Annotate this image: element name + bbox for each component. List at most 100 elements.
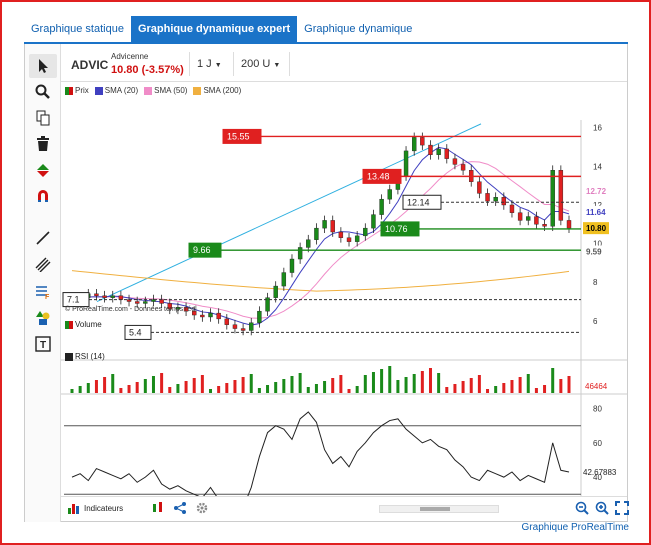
volume-bar xyxy=(94,380,98,393)
units-dropdown[interactable]: 200 U ▼ xyxy=(241,58,280,70)
header-divider xyxy=(189,52,190,76)
tab-dynamic-chart[interactable]: Graphique dynamique xyxy=(304,23,413,35)
copy-icon[interactable] xyxy=(29,106,57,130)
bearish-candle xyxy=(167,303,172,310)
bullish-candle xyxy=(257,310,262,323)
rsi-tick-label: 40 xyxy=(593,473,602,482)
tab-expert-dynamic-chart[interactable]: Graphique dynamique expert xyxy=(130,16,298,42)
scrollbar-thumb[interactable] xyxy=(420,507,450,511)
bearish-candle xyxy=(346,237,352,242)
zoom-out-icon[interactable] xyxy=(575,501,589,515)
price-tag-box xyxy=(583,185,609,198)
interval-dropdown[interactable]: 1 J ▼ xyxy=(197,58,222,70)
bearish-candle xyxy=(183,307,189,312)
volume-legend[interactable]: Volume xyxy=(65,320,102,329)
parallel-channel-icon[interactable] xyxy=(29,252,57,276)
volume-bar xyxy=(200,375,204,393)
bearish-candle xyxy=(444,148,449,159)
price-tag-box xyxy=(583,245,609,258)
bearish-candle xyxy=(485,193,490,202)
volume-bar xyxy=(437,373,441,393)
volume-bar xyxy=(290,376,294,393)
price-tag: 11.64 xyxy=(586,208,606,217)
legend-price[interactable]: Prix xyxy=(65,86,89,95)
bullish-candle xyxy=(526,216,531,221)
bullish-candle xyxy=(273,285,278,298)
cursor-tool-icon[interactable] xyxy=(29,54,57,78)
volume-bar xyxy=(388,366,392,393)
indicators-button[interactable]: Indicateurs xyxy=(67,501,123,515)
legend-sma200[interactable]: SMA (200) xyxy=(193,86,241,95)
volume-bar xyxy=(209,389,213,393)
fibonacci-icon[interactable]: F xyxy=(29,280,57,304)
volume-bar xyxy=(420,371,424,393)
price-chart[interactable]: 16141210868060402015.5513.4812.1410.769.… xyxy=(61,82,627,496)
bullish-candle xyxy=(436,148,441,155)
volume-bar xyxy=(551,368,555,393)
volume-bar xyxy=(461,381,465,393)
units-value: 200 U xyxy=(241,58,271,70)
rsi-legend[interactable]: RSI (14) xyxy=(65,352,105,361)
volume-bar xyxy=(518,377,522,393)
bullish-candle xyxy=(550,170,555,227)
text-tool-icon[interactable]: T xyxy=(29,332,57,356)
volume-bar xyxy=(567,376,571,393)
volume-bar xyxy=(127,385,131,393)
volume-bar xyxy=(469,378,473,393)
level-label: 13.48 xyxy=(367,171,390,181)
volume-bar xyxy=(306,387,310,393)
volume-bar xyxy=(534,388,538,393)
bullish-candle xyxy=(403,150,409,177)
volume-bar xyxy=(266,385,270,393)
bearish-candle xyxy=(558,170,564,221)
buy-sell-arrows-icon[interactable] xyxy=(29,158,57,182)
chart-type-icon[interactable] xyxy=(151,501,165,515)
chevron-down-icon: ▼ xyxy=(273,62,281,69)
volume-bar xyxy=(233,380,237,393)
volume-bar xyxy=(314,384,318,393)
share-icon[interactable] xyxy=(173,501,187,515)
bullish-candle xyxy=(175,307,181,310)
level-label: 7.1 xyxy=(67,295,80,305)
chart-tabs: Graphique statique Graphique dynamique e… xyxy=(24,16,419,42)
indicators-icon xyxy=(68,504,79,514)
trend-line-icon[interactable] xyxy=(29,226,57,250)
ticker-symbol[interactable]: ADVIC xyxy=(71,58,109,72)
volume-bar xyxy=(486,389,490,393)
bearish-candle xyxy=(216,312,221,320)
bullish-candle xyxy=(297,247,303,260)
bullish-candle xyxy=(110,295,115,298)
bearish-candle xyxy=(94,293,99,296)
volume-bar xyxy=(298,373,302,393)
bottom-toolbar: Indicateurs xyxy=(61,496,629,522)
magnet-icon[interactable] xyxy=(29,184,57,208)
rsi-tick-label: 60 xyxy=(593,439,602,448)
legend-sma50[interactable]: SMA (50) xyxy=(144,86,187,95)
volume-bar xyxy=(176,384,180,393)
settings-gear-icon[interactable] xyxy=(195,501,209,515)
zoom-in-icon[interactable] xyxy=(595,501,609,515)
level-label: 10.76 xyxy=(385,224,408,234)
volume-bar xyxy=(184,381,188,393)
prorealtime-chart-link[interactable]: Graphique ProRealTime xyxy=(521,522,629,533)
volume-bar xyxy=(119,388,123,393)
bearish-candle xyxy=(517,212,523,221)
volume-bar xyxy=(380,369,384,393)
time-scrollbar[interactable] xyxy=(379,505,499,513)
level-label: 5.4 xyxy=(129,327,142,337)
tab-static-chart[interactable]: Graphique statique xyxy=(31,23,124,35)
bearish-candle xyxy=(460,164,466,171)
fullscreen-icon[interactable] xyxy=(615,501,629,515)
bullish-candle xyxy=(289,258,295,273)
legend-sma20[interactable]: SMA (20) xyxy=(94,86,138,95)
trash-icon[interactable] xyxy=(29,132,57,156)
bullish-candle xyxy=(151,299,156,302)
zoom-search-icon[interactable] xyxy=(29,80,57,104)
level-label-box xyxy=(124,324,152,340)
volume-bar xyxy=(151,376,155,393)
price-tick-label: 16 xyxy=(593,124,602,133)
bearish-candle xyxy=(542,224,547,227)
bearish-candle xyxy=(501,197,507,206)
shapes-icon[interactable] xyxy=(29,306,57,330)
